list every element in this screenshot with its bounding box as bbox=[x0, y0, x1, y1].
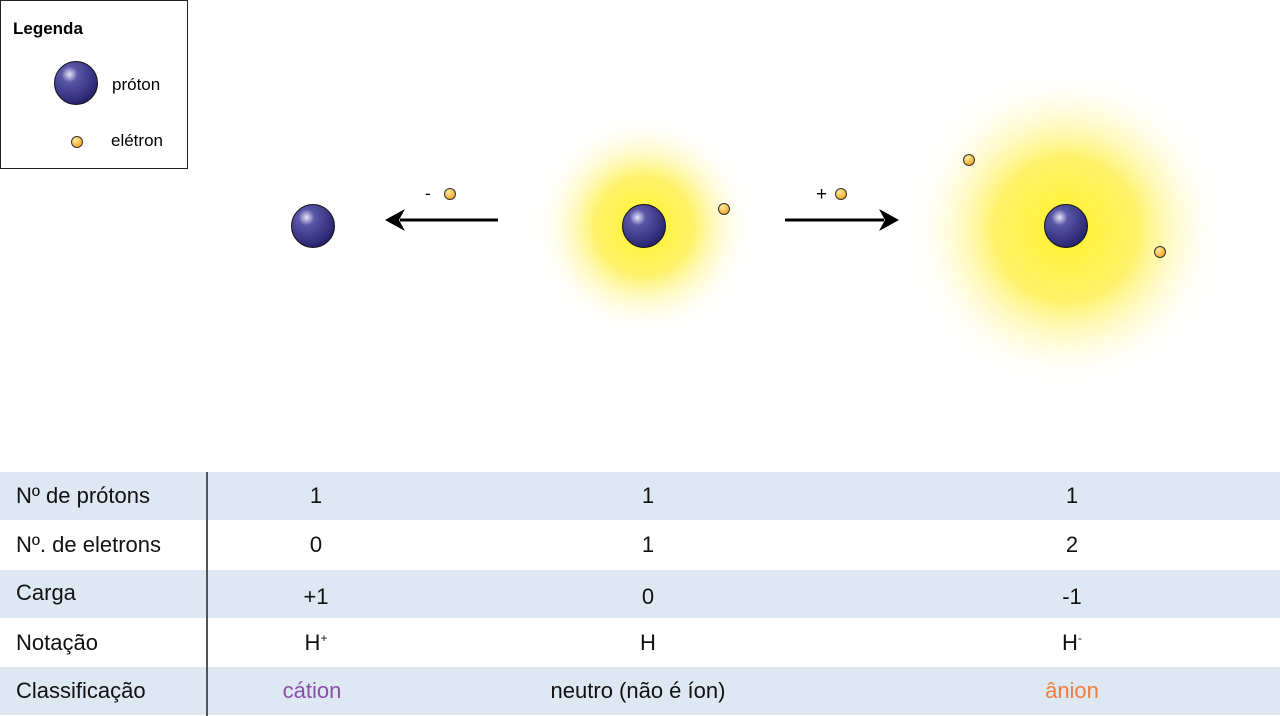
table-row-notation: Notação H+ H H- bbox=[0, 619, 1280, 667]
anion-electron bbox=[1154, 246, 1166, 258]
charge-superscript: + bbox=[320, 631, 328, 645]
cation-proton bbox=[291, 204, 335, 248]
added-electron bbox=[835, 188, 847, 200]
table-row-protons: Nº de prótons 1 1 1 bbox=[0, 472, 1280, 520]
cation-notation: H+ bbox=[305, 630, 328, 656]
anion-proton bbox=[1044, 204, 1088, 248]
row-label: Nº. de eletrons bbox=[16, 532, 161, 557]
row-label: Carga bbox=[16, 580, 76, 605]
anion-notation: H- bbox=[1062, 630, 1082, 656]
legend-electron-icon bbox=[71, 136, 83, 148]
symbol: H bbox=[1062, 630, 1078, 655]
row-label: Nº de prótons bbox=[16, 483, 150, 508]
left-arrow-icon bbox=[385, 209, 405, 231]
column-divider bbox=[206, 472, 208, 716]
row-label: Classificação bbox=[16, 678, 146, 703]
neutral-proton bbox=[622, 204, 666, 248]
symbol: H bbox=[304, 630, 321, 655]
cation-value: cátion bbox=[282, 678, 342, 703]
anion-value: 1 bbox=[1065, 483, 1079, 508]
legend-proton-label: próton bbox=[112, 75, 160, 94]
neutral-value: 0 bbox=[641, 584, 655, 609]
table-row-electrons: Nº. de eletrons 0 1 2 bbox=[0, 521, 1280, 569]
removed-electron bbox=[444, 188, 456, 200]
anion-value: 2 bbox=[1065, 532, 1079, 557]
neutral-notation: H bbox=[640, 630, 656, 656]
neutral-electron bbox=[718, 203, 730, 215]
anion-value: ânion bbox=[1045, 678, 1099, 703]
row-label: Notação bbox=[16, 630, 98, 655]
charge-superscript: - bbox=[1077, 631, 1082, 645]
ion-diagram: Legenda próton elétron - + bbox=[0, 0, 1226, 389]
legend-proton-icon bbox=[54, 61, 98, 105]
anion-electron bbox=[963, 154, 975, 166]
table-row-charge: Carga +1 0 -1 bbox=[0, 570, 1280, 618]
legend-electron-label: elétron bbox=[111, 131, 163, 150]
legend-title: Legenda bbox=[13, 19, 83, 38]
right-arrow-icon bbox=[879, 209, 899, 231]
remove-electron-sign: - bbox=[425, 184, 431, 203]
neutral-value: neutro (não é íon) bbox=[550, 678, 726, 703]
cation-value: +1 bbox=[303, 584, 329, 609]
add-electron-sign: + bbox=[816, 184, 827, 205]
cation-value: 0 bbox=[309, 532, 323, 557]
anion-value: -1 bbox=[1062, 584, 1082, 609]
neutral-value: 1 bbox=[641, 532, 655, 557]
cation-value: 1 bbox=[309, 483, 323, 508]
symbol: H bbox=[640, 630, 656, 655]
table-row-classification: Classificação cátion neutro (não é íon) … bbox=[0, 667, 1280, 715]
neutral-value: 1 bbox=[641, 483, 655, 508]
